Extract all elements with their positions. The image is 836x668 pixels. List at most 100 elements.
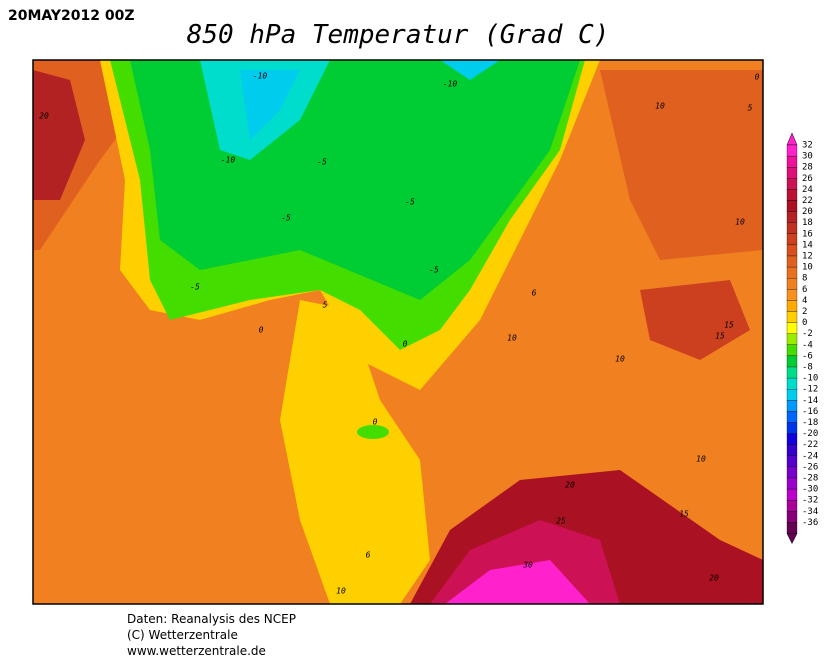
legend-arrow-top	[786, 132, 798, 146]
legend-label: 14	[802, 240, 813, 250]
legend-label: 24	[802, 185, 813, 195]
legend-swatch	[786, 400, 798, 412]
legend-label: 30	[802, 152, 813, 162]
legend-label: -32	[802, 496, 818, 506]
legend-arrow-bottom	[786, 533, 798, 545]
contour-label: 0	[373, 418, 378, 427]
contour-label: 15	[679, 510, 689, 519]
legend-label: -16	[802, 407, 818, 417]
legend-label: -14	[802, 396, 818, 406]
legend-swatch	[786, 244, 798, 257]
legend-swatch	[786, 167, 798, 179]
legend-swatch	[786, 178, 798, 190]
legend-swatch	[786, 211, 798, 223]
contour-label: 5	[748, 104, 753, 113]
legend-label: -36	[802, 518, 818, 528]
legend-swatch	[786, 455, 798, 468]
legend-label: -28	[802, 474, 818, 484]
contour-label: 6	[366, 551, 371, 560]
legend-label: 12	[802, 252, 813, 262]
contour-label: 5	[323, 301, 328, 310]
legend-swatch	[786, 266, 798, 279]
contour-labels: 20 -10 -10 -10 0 10 5 -5 -5 -5 -5 -5 10 …	[39, 72, 759, 596]
legend-label: -26	[802, 462, 818, 472]
contour-label: 10	[615, 355, 625, 364]
legend-label: -24	[802, 451, 818, 461]
legend-swatch	[786, 311, 798, 323]
contour-label: 10	[655, 102, 665, 111]
legend-swatch	[786, 300, 798, 312]
legend-swatch	[786, 522, 798, 534]
legend-label: 10	[802, 263, 813, 273]
legend-label: 16	[802, 229, 813, 239]
legend-swatch	[786, 355, 798, 368]
footer-line: Daten: Reanalysis des NCEP	[127, 612, 296, 626]
legend-swatch	[786, 511, 798, 523]
contour-label: 20	[39, 112, 49, 121]
contour-label: 25	[556, 517, 566, 526]
contour-label: -5	[405, 198, 415, 207]
contour-label: 10	[336, 587, 346, 596]
legend-label: -4	[802, 340, 813, 350]
legend-label: -20	[802, 429, 818, 439]
legend-swatch	[786, 444, 798, 456]
contour-label: 6	[532, 289, 537, 298]
legend-swatch	[786, 189, 798, 201]
contour-label: -5	[429, 266, 439, 275]
contour-label: 10	[696, 455, 706, 464]
legend-swatch	[786, 377, 798, 390]
contour-label: -5	[281, 214, 291, 223]
contour-label: -10	[443, 80, 458, 89]
legend-label: -8	[802, 363, 813, 373]
legend-swatch	[786, 144, 798, 157]
legend-label: 28	[802, 163, 813, 173]
contour-label: 0	[403, 340, 408, 349]
legend-label: 6	[802, 285, 807, 295]
legend-swatch	[786, 477, 798, 490]
legend-swatch	[786, 488, 798, 501]
contour-label: -5	[317, 158, 327, 167]
timestamp: 20MAY2012 00Z	[8, 8, 135, 24]
contour-label: 10	[735, 218, 745, 227]
legend-label: 22	[802, 196, 813, 206]
contour-label: 15	[715, 332, 725, 341]
legend-label: -12	[802, 385, 818, 395]
legend-label: 20	[802, 207, 813, 217]
legend-swatch	[786, 422, 798, 434]
legend-label: -34	[802, 507, 818, 517]
legend-label: 18	[802, 218, 813, 228]
legend-label: -10	[802, 374, 818, 384]
legend-swatch	[786, 278, 798, 290]
legend-label: 2	[802, 307, 807, 317]
contour-label: 0	[259, 326, 264, 335]
legend-label: 0	[802, 318, 807, 328]
legend-swatch	[786, 255, 798, 268]
contour-label: -5	[190, 283, 200, 292]
legend-swatch	[786, 289, 798, 301]
legend-label: -6	[802, 351, 813, 361]
contour-label: 0	[755, 73, 760, 82]
contour-label: 20	[565, 481, 575, 490]
contour-label: 20	[709, 574, 719, 583]
legend-label: 4	[802, 296, 807, 306]
color-legend: 32302826242220181614121086420-2-4-6-8-10…	[786, 132, 818, 545]
legend-label: -18	[802, 418, 818, 428]
temperature-field	[33, 60, 763, 604]
map-frame	[32, 59, 764, 605]
title: 850 hPa Temperatur (Grad C)	[187, 20, 610, 50]
legend-swatch	[786, 322, 798, 334]
contour-label: -10	[221, 156, 236, 165]
legend-label: -30	[802, 485, 818, 495]
legend-swatch	[786, 389, 798, 401]
legend-label: 32	[802, 141, 813, 151]
legend-swatch	[786, 155, 798, 168]
legend-swatch	[786, 500, 798, 512]
footer-line: (C) Wetterzentrale	[127, 628, 238, 642]
legend-swatch	[786, 333, 798, 345]
legend-swatch	[786, 233, 798, 246]
legend-swatch	[786, 344, 798, 357]
contour-label: -10	[253, 72, 268, 81]
legend-label: -22	[802, 440, 818, 450]
contour-label: 15	[724, 321, 734, 330]
